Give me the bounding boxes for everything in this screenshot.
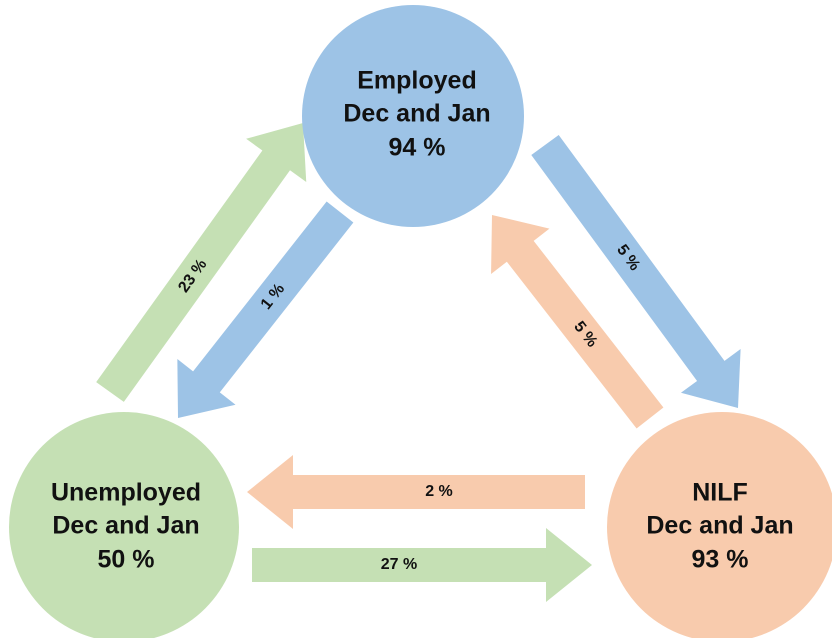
node-label: Employed [357, 67, 476, 95]
node-value: 93 % [692, 546, 749, 574]
flow-arrow [252, 528, 592, 602]
node-value: 50 % [98, 546, 155, 574]
node-period: Dec and Jan [52, 512, 199, 540]
node-label: Unemployed [51, 479, 201, 507]
node-value: 94 % [389, 134, 446, 162]
flow-arrow [531, 134, 741, 408]
flow-arrow [177, 201, 354, 418]
nilf-node [607, 412, 832, 638]
employed-node [302, 5, 524, 227]
node-period: Dec and Jan [343, 100, 490, 128]
node-label: NILF [692, 479, 748, 507]
flow-label: 2 % [425, 483, 453, 500]
flow-label: 27 % [381, 556, 417, 573]
flow-arrow [491, 215, 664, 429]
arrows [96, 123, 741, 602]
unemployed-node [9, 412, 239, 638]
flow-arrow [96, 123, 307, 402]
node-period: Dec and Jan [646, 512, 793, 540]
flow-arrow [247, 455, 585, 529]
